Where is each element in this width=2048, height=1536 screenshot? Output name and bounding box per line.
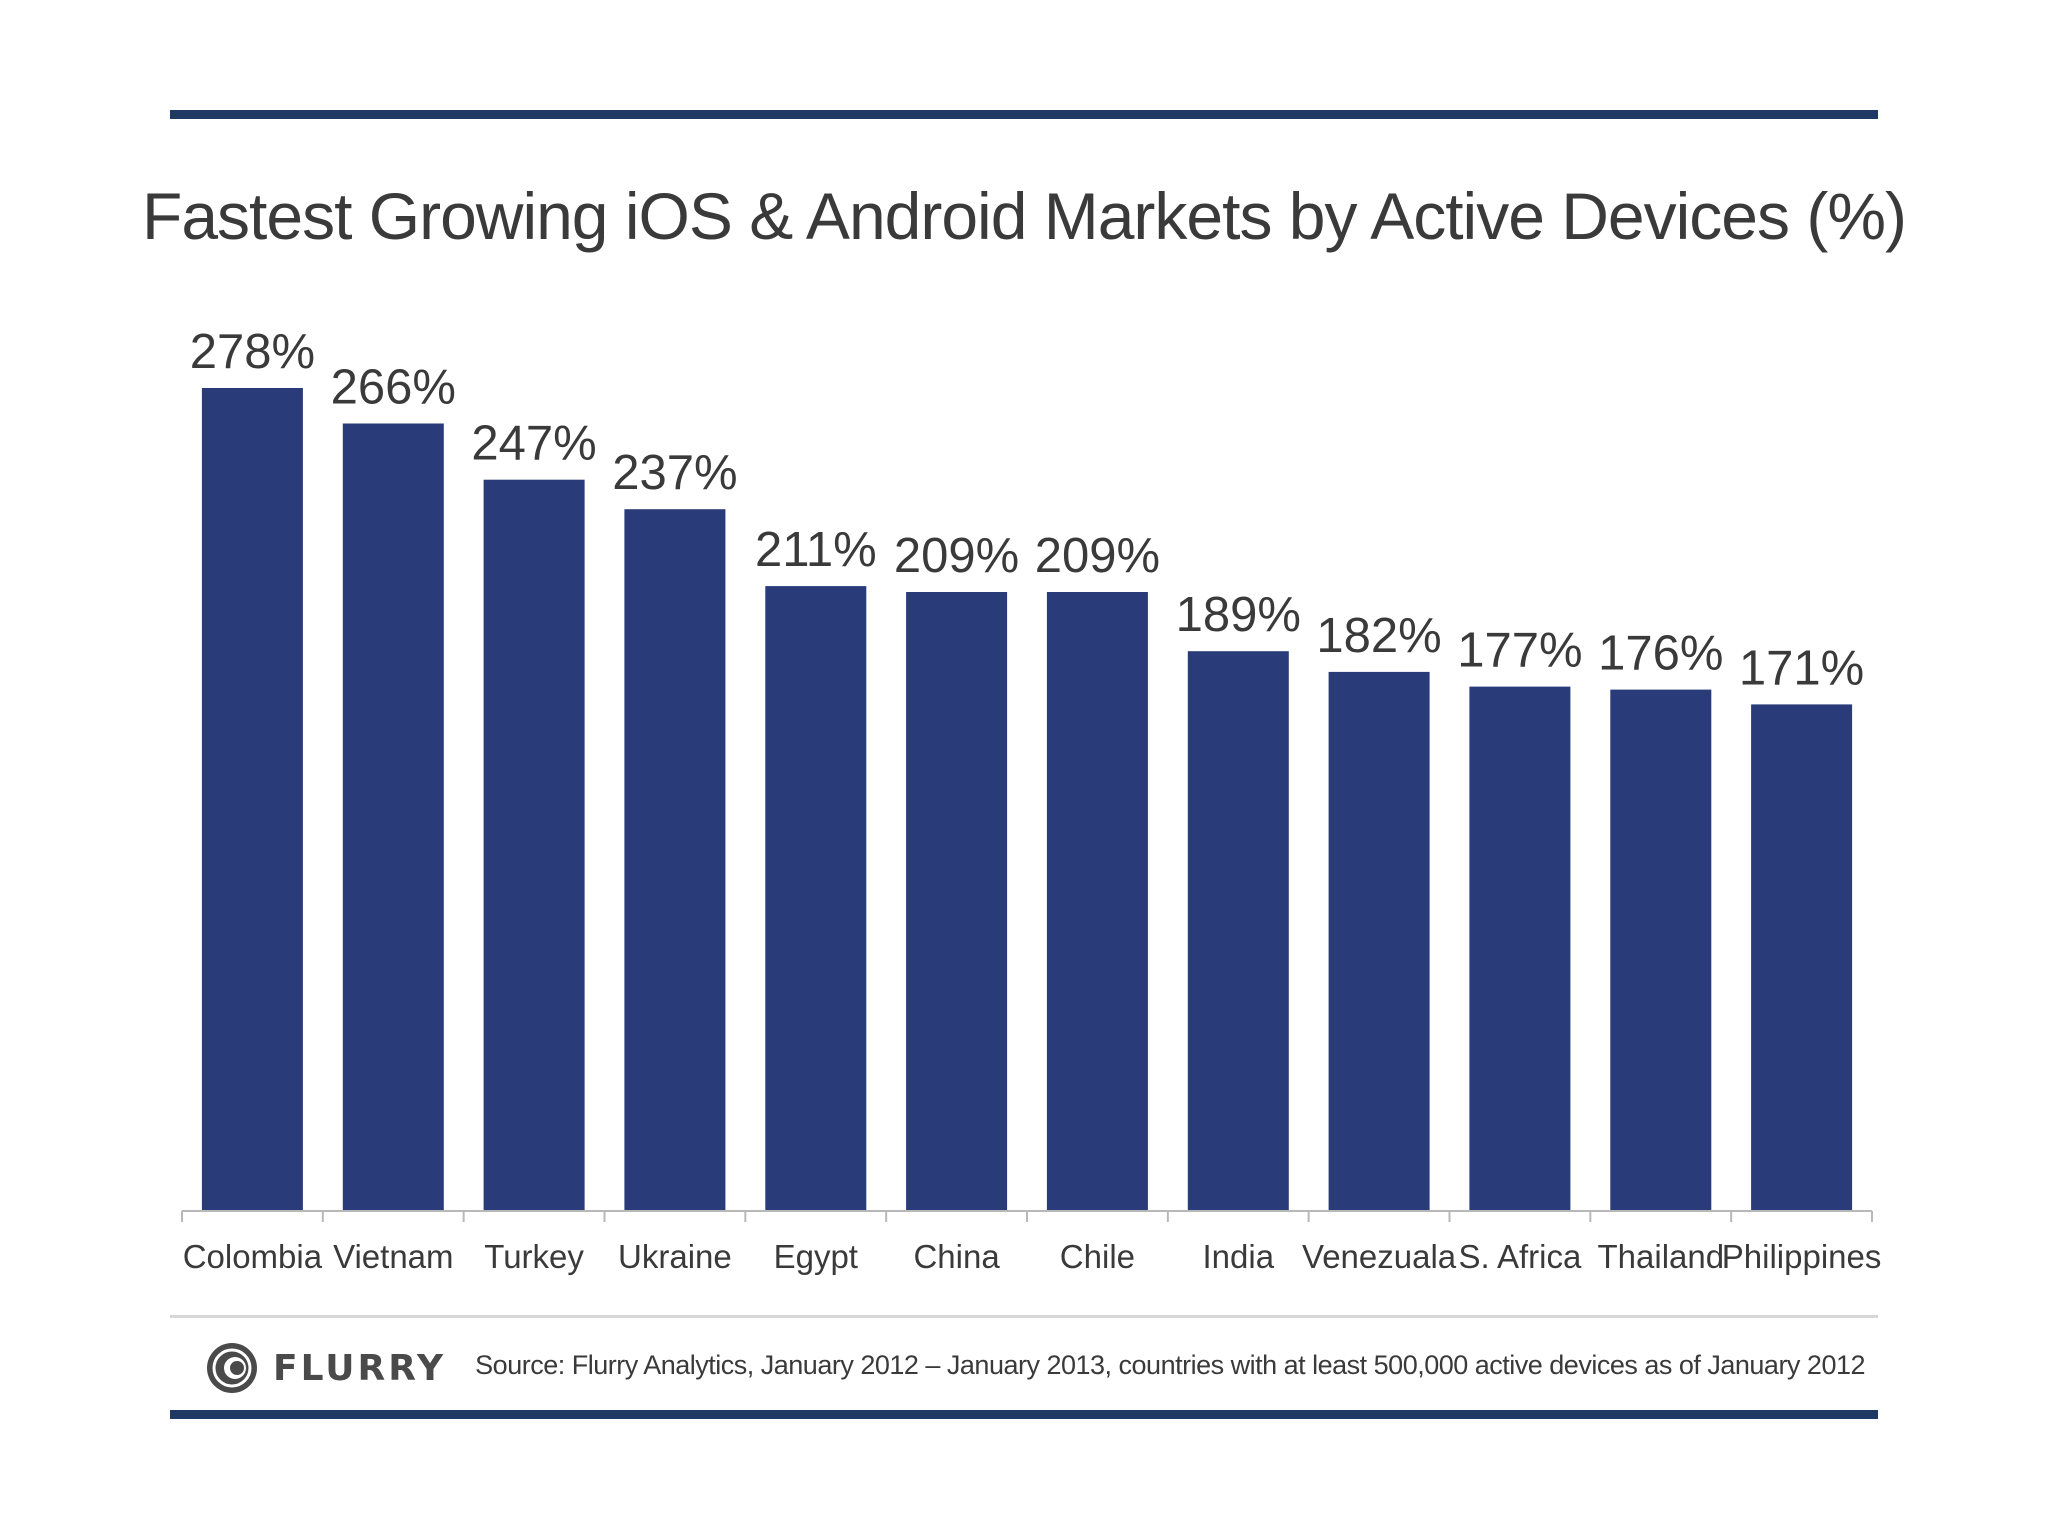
- value-label: 177%: [1457, 624, 1582, 678]
- category-label: Vietnam: [333, 1238, 453, 1275]
- value-label: 209%: [894, 529, 1019, 583]
- bars-layer: [201, 388, 1853, 1210]
- value-label: 247%: [471, 417, 596, 471]
- bar-thailand: [1610, 689, 1712, 1210]
- bar-ukraine: [624, 509, 726, 1210]
- value-label: 237%: [612, 446, 737, 500]
- category-label: S. Africa: [1458, 1238, 1582, 1275]
- bottom-rule: [170, 1410, 1878, 1419]
- category-label: Chile: [1060, 1238, 1135, 1275]
- x-axis: [181, 1210, 1873, 1222]
- bar-s-africa: [1469, 686, 1571, 1210]
- value-label: 209%: [1035, 529, 1160, 583]
- category-labels: Colombia Vietnam Turkey Ukraine Egypt China Ch…: [183, 1238, 1882, 1275]
- category-label: Turkey: [484, 1238, 584, 1275]
- flurry-logo: FLURRY: [205, 1338, 446, 1398]
- category-label: Egypt: [774, 1238, 858, 1275]
- value-label: 211%: [755, 523, 877, 577]
- bar-turkey: [483, 479, 585, 1210]
- bar-philippines: [1751, 704, 1853, 1210]
- flurry-logo-text: FLURRY: [273, 1347, 447, 1389]
- value-label: 278%: [190, 325, 315, 379]
- bar-india: [1187, 651, 1289, 1210]
- value-labels: 278% 266% 247% 237% 211% 209% 209% 189% 182% 177%…: [190, 325, 1865, 695]
- bar-chile: [1046, 592, 1148, 1210]
- bar-egypt: [765, 586, 867, 1210]
- flurry-logo-icon: [207, 1343, 257, 1393]
- value-label: 176%: [1598, 627, 1723, 681]
- category-label: Venezuala: [1302, 1238, 1457, 1275]
- value-label: 189%: [1176, 588, 1301, 642]
- footer-divider: [170, 1315, 1878, 1318]
- top-rule: [170, 110, 1878, 119]
- bar-colombia: [201, 388, 303, 1210]
- value-label: 182%: [1316, 609, 1441, 663]
- bar-china: [906, 592, 1008, 1210]
- category-label: Thailand: [1598, 1238, 1725, 1275]
- chart-title: Fastest Growing iOS & Android Markets by…: [142, 179, 1907, 253]
- value-label: 266%: [331, 361, 456, 415]
- source-note: Source: Flurry Analytics, January 2012 –…: [475, 1350, 1865, 1380]
- category-label: India: [1203, 1238, 1275, 1275]
- category-label: Ukraine: [618, 1238, 732, 1275]
- bar-venezuala: [1328, 671, 1430, 1210]
- category-label: China: [913, 1238, 1000, 1275]
- value-label: 171%: [1739, 641, 1864, 695]
- category-label: Colombia: [183, 1238, 323, 1275]
- bar-vietnam: [342, 423, 444, 1210]
- category-label: Philippines: [1722, 1238, 1882, 1275]
